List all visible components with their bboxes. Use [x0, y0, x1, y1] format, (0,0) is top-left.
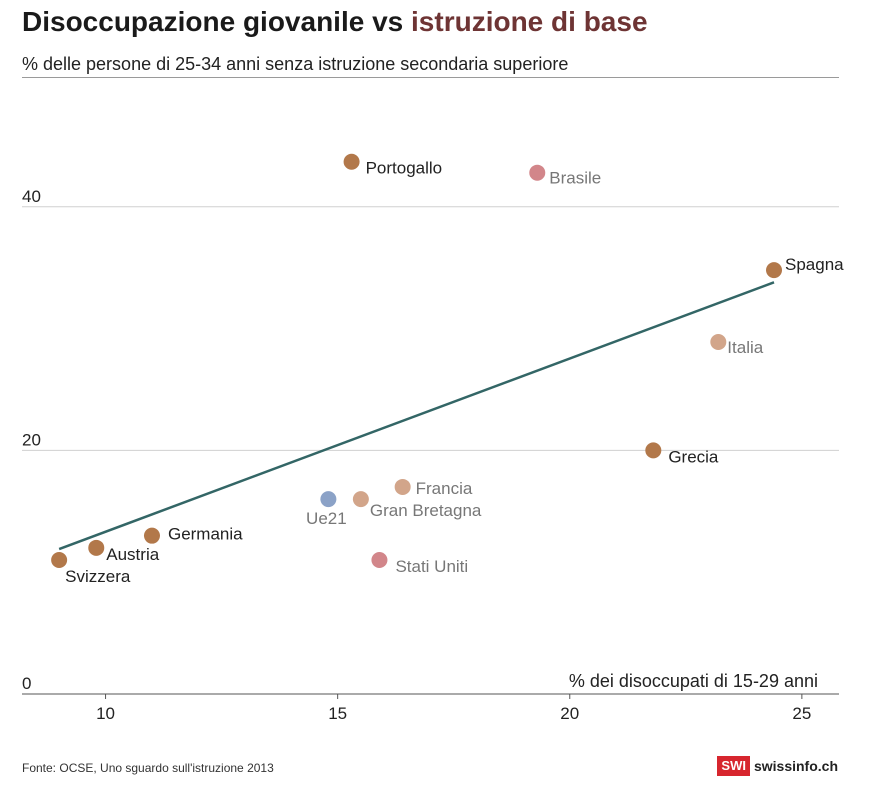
y-tick-label: 20 [22, 430, 41, 449]
y-tick-label: 0 [22, 674, 31, 693]
title-accent: istruzione di base [411, 6, 648, 37]
trend-line [58, 281, 775, 551]
point-label: Brasile [549, 169, 601, 188]
point-brasile[interactable] [529, 164, 546, 181]
point-label: Ue21 [306, 509, 347, 528]
point-austria[interactable] [88, 539, 105, 556]
point-label: Spagna [785, 255, 844, 274]
point-germania[interactable] [143, 527, 160, 544]
axes: % dei disoccupati di 15-29 anni 0 20 40 10 1… [22, 187, 839, 723]
subtitle-rule [22, 77, 839, 78]
point-ue21[interactable] [320, 491, 337, 508]
point-francia[interactable] [394, 478, 411, 495]
point-label: Portogallo [366, 159, 443, 178]
brand-badge: SWI [717, 756, 750, 776]
x-tick-label: 20 [560, 704, 579, 723]
point-label: Gran Bretagna [370, 501, 482, 520]
x-tick-label: 15 [328, 704, 347, 723]
point-portogallo[interactable] [343, 153, 360, 170]
point-svizzera[interactable] [51, 552, 68, 569]
point-stati-uniti[interactable] [371, 552, 388, 569]
gridlines [22, 206, 839, 451]
data-points: Svizzera Austria Germania Ue21 Portogallo Gra… [51, 153, 844, 586]
point-italia[interactable] [710, 333, 727, 350]
point-label: Grecia [668, 447, 719, 466]
point-label: Svizzera [65, 567, 131, 586]
y-axis-subtitle: % delle persone di 25-34 anni senza istr… [22, 54, 569, 74]
point-grecia[interactable] [645, 442, 662, 459]
x-tick-label: 25 [792, 704, 811, 723]
x-axis-label: % dei disoccupati di 15-29 anni [569, 671, 818, 691]
point-label: Francia [416, 479, 473, 498]
y-tick-label: 40 [22, 187, 41, 206]
point-gran-bretagna[interactable] [352, 491, 369, 508]
trendline-group [58, 281, 775, 551]
point-label: Austria [106, 545, 159, 564]
x-tick-label: 10 [96, 704, 115, 723]
point-spagna[interactable] [766, 262, 783, 279]
point-label: Italia [727, 338, 763, 357]
title-main: Disoccupazione giovanile vs [22, 6, 404, 37]
source-note: Fonte: OCSE, Uno sguardo sull'istruzione… [22, 761, 274, 775]
brand-logo[interactable]: SWI swissinfo.ch [717, 756, 838, 776]
point-label: Germania [168, 525, 243, 544]
chart-title: Disoccupazione giovanile vs istruzione d… [22, 6, 648, 38]
brand-name: swissinfo.ch [753, 758, 838, 774]
point-label: Stati Uniti [395, 557, 468, 576]
